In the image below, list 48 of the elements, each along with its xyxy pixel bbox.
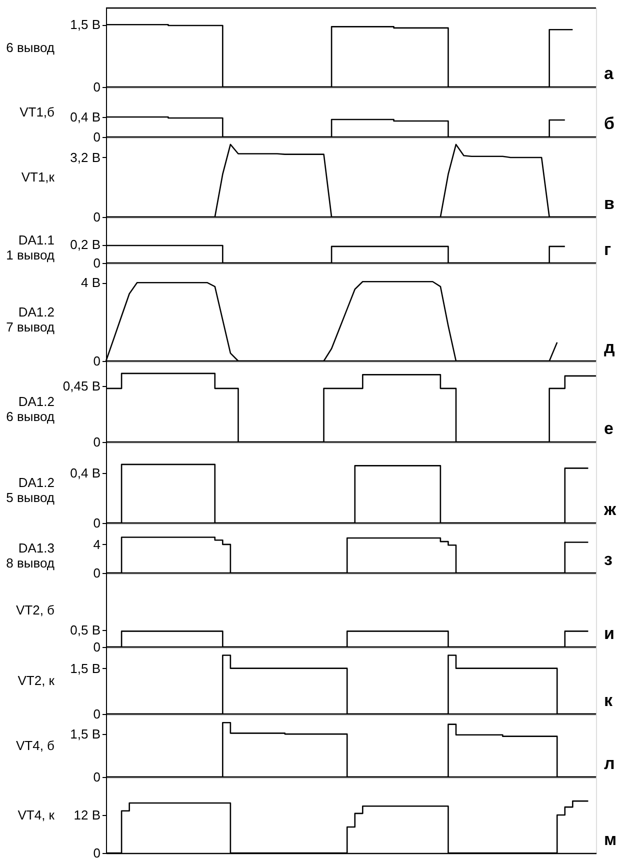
y-axis-title: VT1,б [20,104,54,120]
y-axis-title: DA1.3 8 вывод [6,540,55,570]
text: е [604,419,614,438]
y-tick-label: 0 [93,846,100,860]
y-axis-title: VT4, б [16,738,54,753]
y-tick-label: 0 [93,80,100,94]
y-tick-label: 4 В [80,275,100,290]
y-tick-label: 4 [93,536,100,552]
text: ж [603,500,617,519]
y-tick-label: 0 [93,706,100,722]
y-tick-label: 0 [93,210,100,224]
y-tick-label: 12 В [74,808,100,822]
y-tick-label: 0 [93,354,100,368]
y-tick-label: 0,4 В [70,466,100,481]
y-axis-title: DA1.1 1 вывод [6,232,55,262]
y-tick-label: 3,2 В [70,150,100,165]
y-axis-title: VT1,к [21,170,55,184]
y-axis-title: VT2, к [18,673,55,688]
y-axis-title: DA1.2 6 вывод [6,394,55,424]
y-tick-label: 0 [93,434,100,450]
text: м [604,830,617,849]
y-axis-title: DA1.2 5 вывод [6,475,55,505]
text: и [604,624,614,643]
y-tick-label: 0 [93,640,100,654]
text: а [604,64,614,83]
y-tick-label: 0 [93,516,100,530]
text: з [604,550,612,569]
y-tick-label: 0,2 В [70,237,100,252]
y-tick-label: 1,5 В [70,17,100,32]
text: б [604,114,615,133]
y-axis-title: VT4, к [18,808,55,822]
y-tick-label: 1,5 В [70,726,100,742]
y-tick-label: 1,5 В [70,660,100,676]
text: к [604,691,613,710]
y-tick-label: 0 [93,130,100,144]
text: г [604,240,612,259]
y-tick-label: 0,4 В [70,110,100,124]
y-tick-label: 0 [93,256,100,270]
y-tick-label: 0,45 В [62,378,100,394]
y-tick-label: 0 [93,566,100,580]
text: л [604,754,615,773]
y-tick-label: 0 [93,770,100,784]
text: в [604,194,614,213]
y-axis-title: VT2, б [16,602,54,618]
y-axis-title: 6 вывод [6,40,55,55]
y-axis-title: DA1.2 7 вывод [6,304,55,334]
y-tick-label: 0,5 В [70,622,100,638]
text: д [604,338,615,357]
